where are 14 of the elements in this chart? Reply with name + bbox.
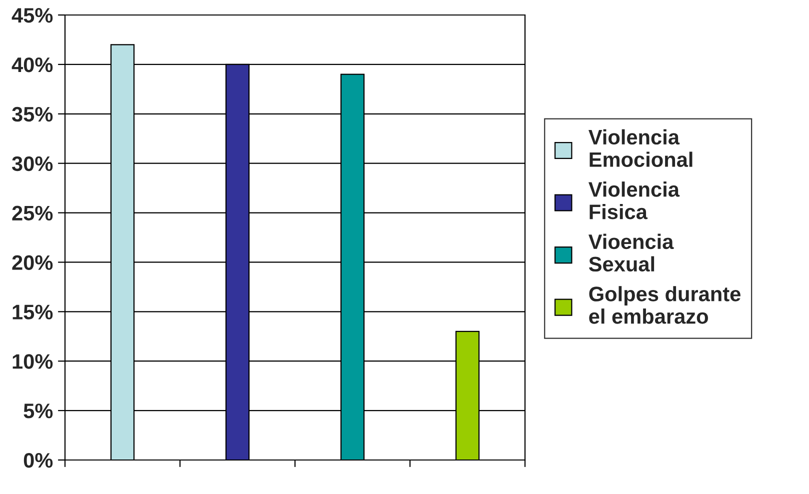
legend-label: Violencia Emocional [588,129,692,167]
y-tick-label: 5% [24,404,53,418]
y-tick-label: 25% [12,206,53,221]
legend-label: Vioencia Sexual [588,234,674,272]
y-tick-label: 15% [12,304,53,320]
y-tick-label: 30% [12,156,53,172]
y-tick-label: 45% [12,8,53,23]
y-tick-label: 20% [12,255,53,270]
y-tick-label: 40% [12,57,53,72]
legend-label: Golpes durante el embarazo [589,286,740,324]
y-tick-label: 0% [24,453,53,468]
y-tick-label: 10% [12,354,53,369]
y-tick-label: 35% [12,106,53,122]
legend-label: Violencia Fisica [588,182,680,220]
